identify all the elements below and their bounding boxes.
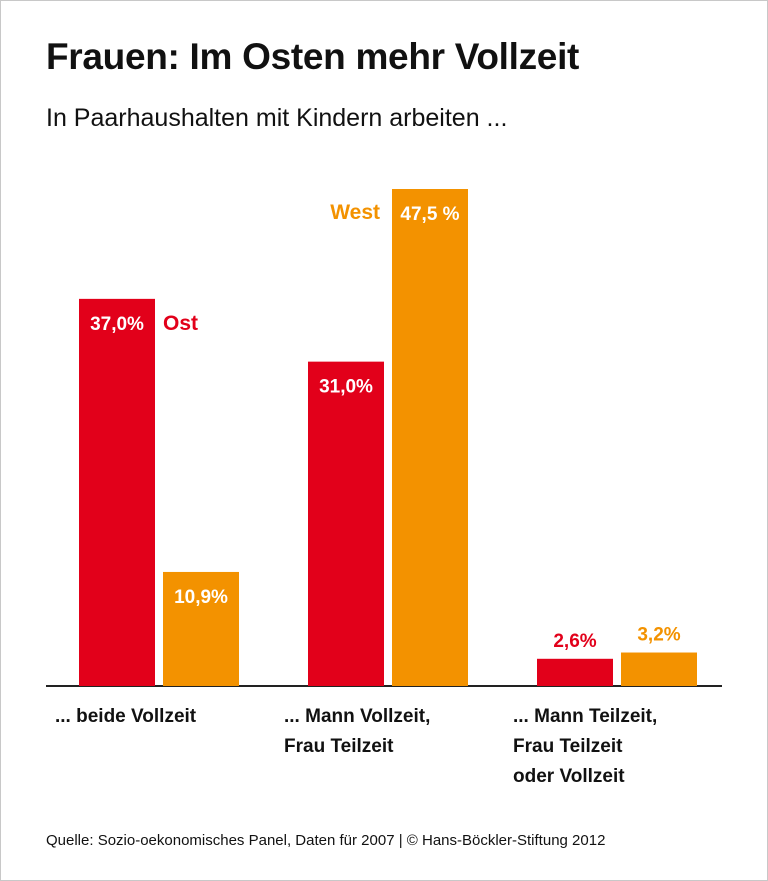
series-label-west: West bbox=[330, 201, 380, 224]
category-label-2-0: ... Mann Teilzeit, bbox=[513, 706, 657, 727]
series-label-ost: Ost bbox=[163, 312, 198, 335]
bar-ost-1 bbox=[308, 361, 384, 686]
chart-title: Frauen: Im Osten mehr Vollzeit bbox=[46, 36, 580, 77]
value-label-west-2: 3,2% bbox=[637, 625, 680, 646]
bar-west-2 bbox=[621, 652, 697, 686]
chart-subtitle: In Paarhaushalten mit Kindern arbeiten .… bbox=[46, 104, 508, 132]
category-label-0-0: ... beide Vollzeit bbox=[55, 706, 197, 727]
value-label-west-1: 47,5 % bbox=[400, 204, 459, 225]
category-label-2-1: Frau Teilzeit bbox=[513, 736, 623, 757]
bar-west-1 bbox=[392, 189, 468, 686]
bar-ost-0 bbox=[79, 298, 155, 686]
category-label-2-2: oder Vollzeit bbox=[513, 766, 625, 787]
category-label-1-1: Frau Teilzeit bbox=[284, 736, 394, 757]
bar-ost-2 bbox=[537, 658, 613, 686]
value-label-ost-1: 31,0% bbox=[319, 377, 373, 398]
value-label-west-0: 10,9% bbox=[174, 587, 228, 608]
source-note: Quelle: Sozio-oekonomisches Panel, Daten… bbox=[46, 832, 606, 849]
value-label-ost-2: 2,6% bbox=[553, 631, 596, 652]
category-label-1-0: ... Mann Vollzeit, bbox=[284, 706, 430, 727]
value-label-ost-0: 37,0% bbox=[90, 314, 144, 335]
bar-west-0 bbox=[163, 571, 239, 686]
